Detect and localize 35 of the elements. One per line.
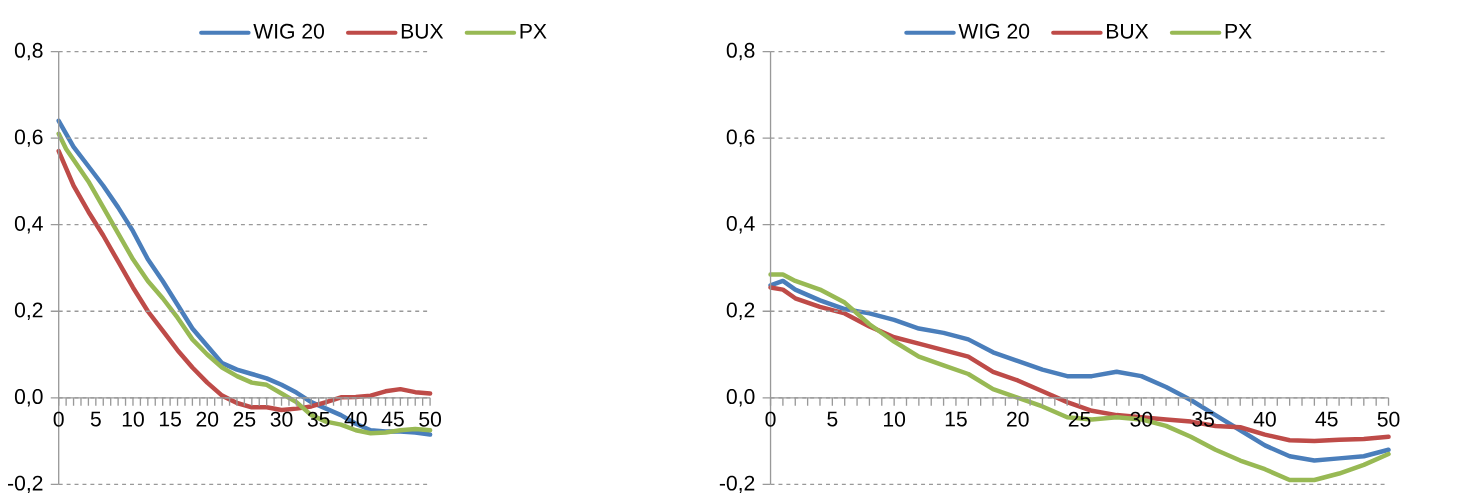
x-tick-label: 10	[884, 411, 906, 427]
x-tick-label: 10	[122, 411, 144, 427]
y-tick-label: 0,8	[14, 42, 43, 61]
y-tick-label: 0,0	[14, 389, 43, 407]
x-tick-label: 30	[270, 411, 293, 427]
x-tick-label: 50	[1377, 411, 1400, 427]
x-tick-label: 40	[1253, 411, 1276, 427]
legend-label: WIG 20	[958, 23, 1030, 39]
y-tick-label: 0,6	[14, 129, 43, 147]
y-tick-label: -0,2	[719, 475, 755, 494]
legend-label: WIG 20	[253, 23, 325, 39]
x-tick-label: 5	[90, 411, 101, 427]
y-tick-label: 0,4	[726, 215, 755, 234]
y-tick-label: 0,6	[726, 129, 755, 147]
x-tick-label: 5	[827, 411, 838, 427]
y-tick-label: -0,2	[8, 475, 43, 494]
x-tick-label: 20	[196, 411, 219, 427]
y-tick-label: 0,8	[726, 42, 755, 61]
legend-label: BUX	[401, 23, 444, 39]
x-tick-label: 45	[381, 411, 404, 427]
legend-label: PX	[1225, 23, 1252, 39]
y-tick-label: 0,2	[14, 302, 43, 320]
x-tick-label: 15	[159, 411, 181, 427]
x-tick-label: 45	[1315, 411, 1338, 427]
x-tick-label: 25	[233, 411, 256, 427]
x-tick-label: 20	[1007, 411, 1029, 427]
x-tick-label: 0	[53, 411, 64, 427]
y-tick-label: 0,4	[14, 215, 43, 234]
y-tick-label: 0,2	[726, 302, 755, 320]
legend-label: PX	[520, 23, 547, 39]
x-tick-label: 50	[419, 411, 441, 427]
legend-label: BUX	[1107, 23, 1149, 39]
y-tick-label: 0,0	[726, 389, 755, 407]
x-tick-label: 0	[765, 411, 776, 427]
x-tick-label: 15	[945, 411, 967, 427]
